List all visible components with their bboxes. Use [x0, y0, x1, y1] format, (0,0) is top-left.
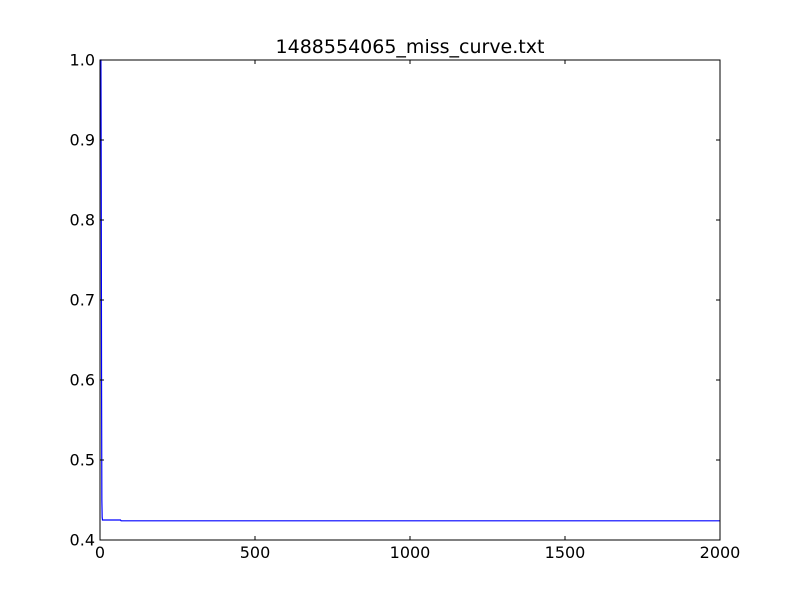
x-tick-label: 1000 — [390, 543, 431, 562]
y-tick-label: 0.6 — [70, 371, 95, 390]
y-tick-label: 0.4 — [70, 531, 95, 550]
chart-title: 1488554065_miss_curve.txt — [276, 36, 545, 58]
axis-ticks: 0 500 1000 1500 2000 0.4 0.5 0.6 0.7 0.8 0.9 1.0 — [70, 51, 741, 563]
y-tick-label: 1.0 — [70, 51, 95, 70]
x-tick-label: 1500 — [545, 543, 586, 562]
x-tick-label: 500 — [240, 543, 271, 562]
x-tick-label: 0 — [95, 543, 105, 562]
series-line-1 — [100, 59, 720, 522]
y-tick-label: 0.7 — [70, 291, 95, 310]
y-tick-label: 0.5 — [70, 451, 95, 470]
plot-area — [100, 59, 720, 522]
y-tick-label: 0.8 — [70, 211, 95, 230]
x-tick-label: 2000 — [700, 543, 741, 562]
y-tick-label: 0.9 — [70, 131, 95, 150]
